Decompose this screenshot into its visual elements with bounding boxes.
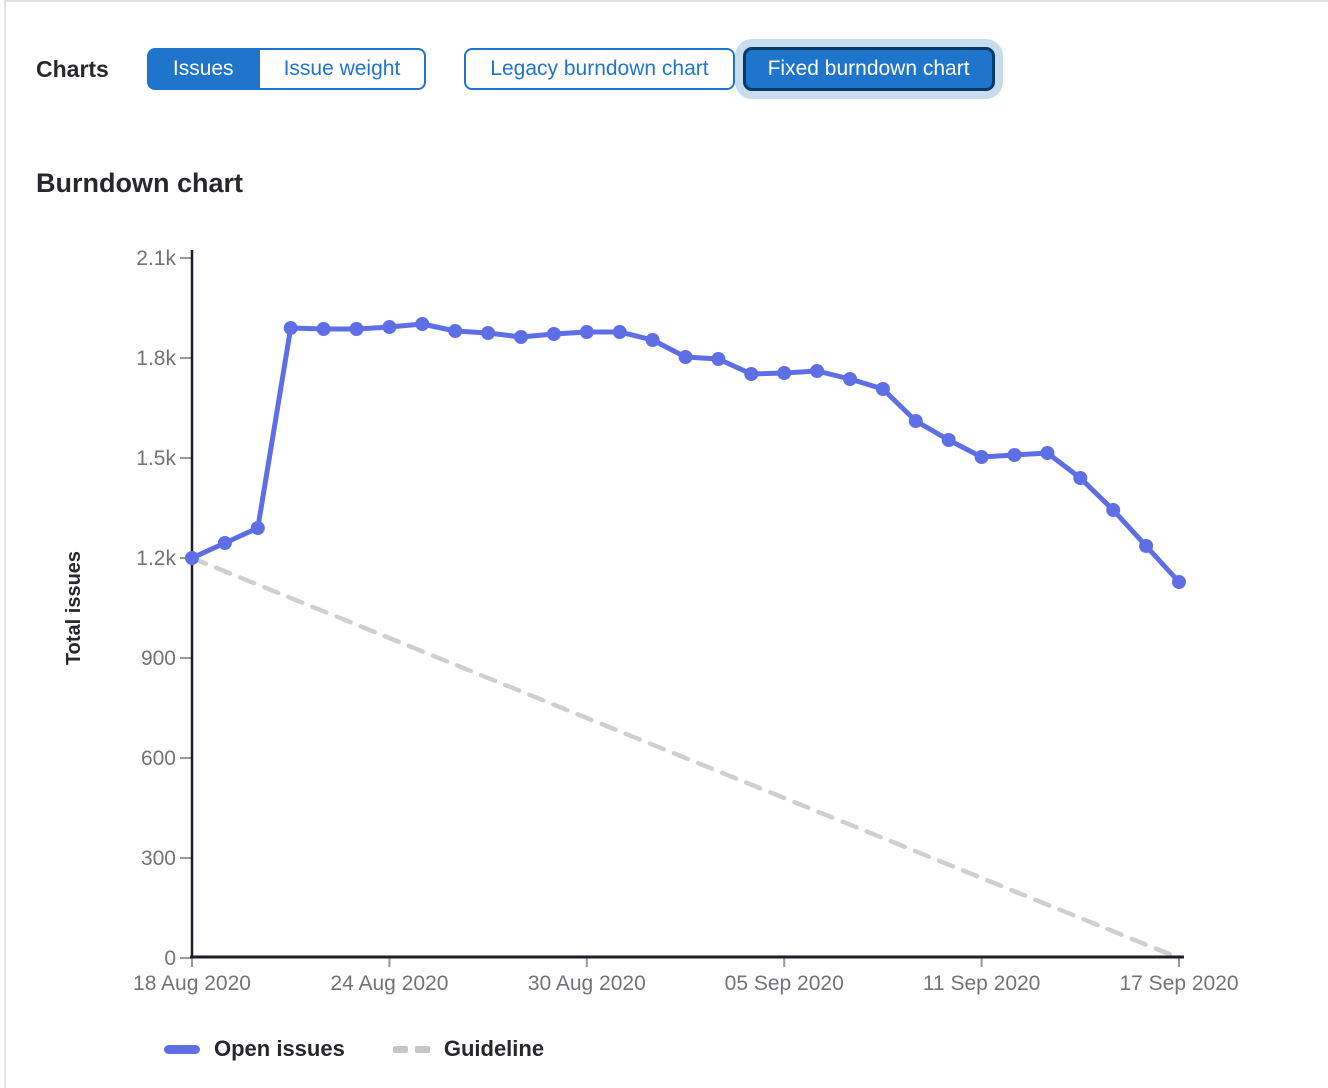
open-issues-data-point[interactable] — [283, 321, 298, 335]
open-issues-data-point[interactable] — [744, 367, 759, 381]
issue-type-toggle: Issues Issue weight — [146, 48, 427, 90]
x-axis-tick-label: 05 Sep 2020 — [725, 972, 844, 995]
y-axis-tick-label: 1.5k — [136, 447, 176, 470]
y-axis-tick-label: 1.8k — [136, 347, 176, 370]
x-axis-tick-label: 30 Aug 2020 — [528, 972, 646, 995]
open-issues-data-point[interactable] — [217, 536, 232, 550]
x-axis-tick-label: 17 Sep 2020 — [1119, 972, 1238, 995]
y-axis-tick-label: 900 — [141, 647, 176, 670]
open-issues-data-point[interactable] — [1172, 575, 1186, 589]
open-issues-data-point[interactable] — [382, 320, 397, 334]
x-axis-tick-label: 18 Aug 2020 — [133, 972, 251, 995]
y-axis-tick-label: 2.1k — [136, 247, 176, 270]
legend-label-guideline: Guideline — [443, 1036, 545, 1061]
open-issues-line-swatch-icon — [164, 1044, 200, 1054]
charts-label: Charts — [36, 55, 109, 82]
open-issues-data-point[interactable] — [349, 322, 364, 336]
x-axis-tick-label: 24 Aug 2020 — [330, 972, 448, 995]
open-issues-data-point[interactable] — [316, 322, 331, 336]
guideline-series — [189, 555, 1182, 961]
open-issues-data-point[interactable] — [1007, 448, 1022, 462]
left-divider — [4, 0, 6, 1088]
y-axis-title: Total issues — [63, 551, 85, 665]
open-issues-data-point[interactable] — [711, 352, 726, 366]
open-issues-data-point[interactable] — [546, 327, 561, 341]
open-issues-data-point[interactable] — [1073, 471, 1088, 485]
open-issues-data-point[interactable] — [843, 372, 857, 386]
open-issues-data-point[interactable] — [612, 325, 627, 339]
open-issues-data-point[interactable] — [185, 551, 199, 565]
open-issues-data-point[interactable] — [1106, 503, 1121, 517]
issues-toggle-button[interactable]: Issues — [146, 48, 258, 90]
open-issues-data-point[interactable] — [810, 364, 825, 378]
open-issues-data-point[interactable] — [579, 325, 594, 339]
y-axis-tick-label: 300 — [141, 847, 176, 870]
chart-version-toggle: Legacy burndown chart Fixed burndown cha… — [464, 47, 995, 91]
legend-label-open-issues: Open issues — [214, 1036, 345, 1061]
open-issues-data-point[interactable] — [1040, 446, 1055, 460]
open-issues-data-point[interactable] — [1139, 539, 1154, 553]
open-issues-data-point[interactable] — [908, 414, 923, 428]
chart-legend: Open issues Guideline — [164, 1036, 544, 1062]
open-issues-data-point[interactable] — [645, 333, 660, 347]
guideline-dash-swatch-icon — [392, 1045, 430, 1053]
legacy-burndown-chart-button[interactable]: Legacy burndown chart — [464, 48, 735, 90]
open-issues-data-point[interactable] — [415, 317, 430, 331]
legend-item-open-issues[interactable]: Open issues — [164, 1036, 345, 1062]
open-issues-data-point[interactable] — [250, 521, 265, 535]
charts-header: Charts Issues Issue weight Legacy burndo… — [36, 47, 995, 91]
chart-title: Burndown chart — [36, 168, 243, 198]
open-issues-data-point[interactable] — [777, 366, 792, 380]
open-issues-data-point[interactable] — [678, 350, 693, 364]
top-divider — [6, 0, 1328, 2]
y-axis-tick-label: 0 — [164, 947, 176, 970]
x-axis-tick-label: 11 Sep 2020 — [923, 972, 1041, 995]
y-axis-tick-label: 1.2k — [136, 547, 176, 570]
open-issues-data-point[interactable] — [941, 433, 956, 447]
open-issues-data-point[interactable] — [974, 450, 989, 464]
y-axis-tick-label: 600 — [141, 747, 176, 770]
open-issues-data-point[interactable] — [448, 324, 463, 338]
open-issues-data-point[interactable] — [875, 382, 890, 396]
fixed-burndown-chart-button[interactable]: Fixed burndown chart — [742, 47, 995, 91]
legend-item-guideline[interactable]: Guideline — [392, 1036, 545, 1062]
open-issues-data-point[interactable] — [514, 330, 528, 344]
issue-weight-toggle-button[interactable]: Issue weight — [257, 48, 427, 90]
open-issues-data-point[interactable] — [481, 326, 496, 340]
burndown-chart-canvas[interactable]: 0 300 600 900 1.2k 1.5k 1.8k 2.1k 18 Aug 2020 24 … — [0, 0, 1328, 1020]
